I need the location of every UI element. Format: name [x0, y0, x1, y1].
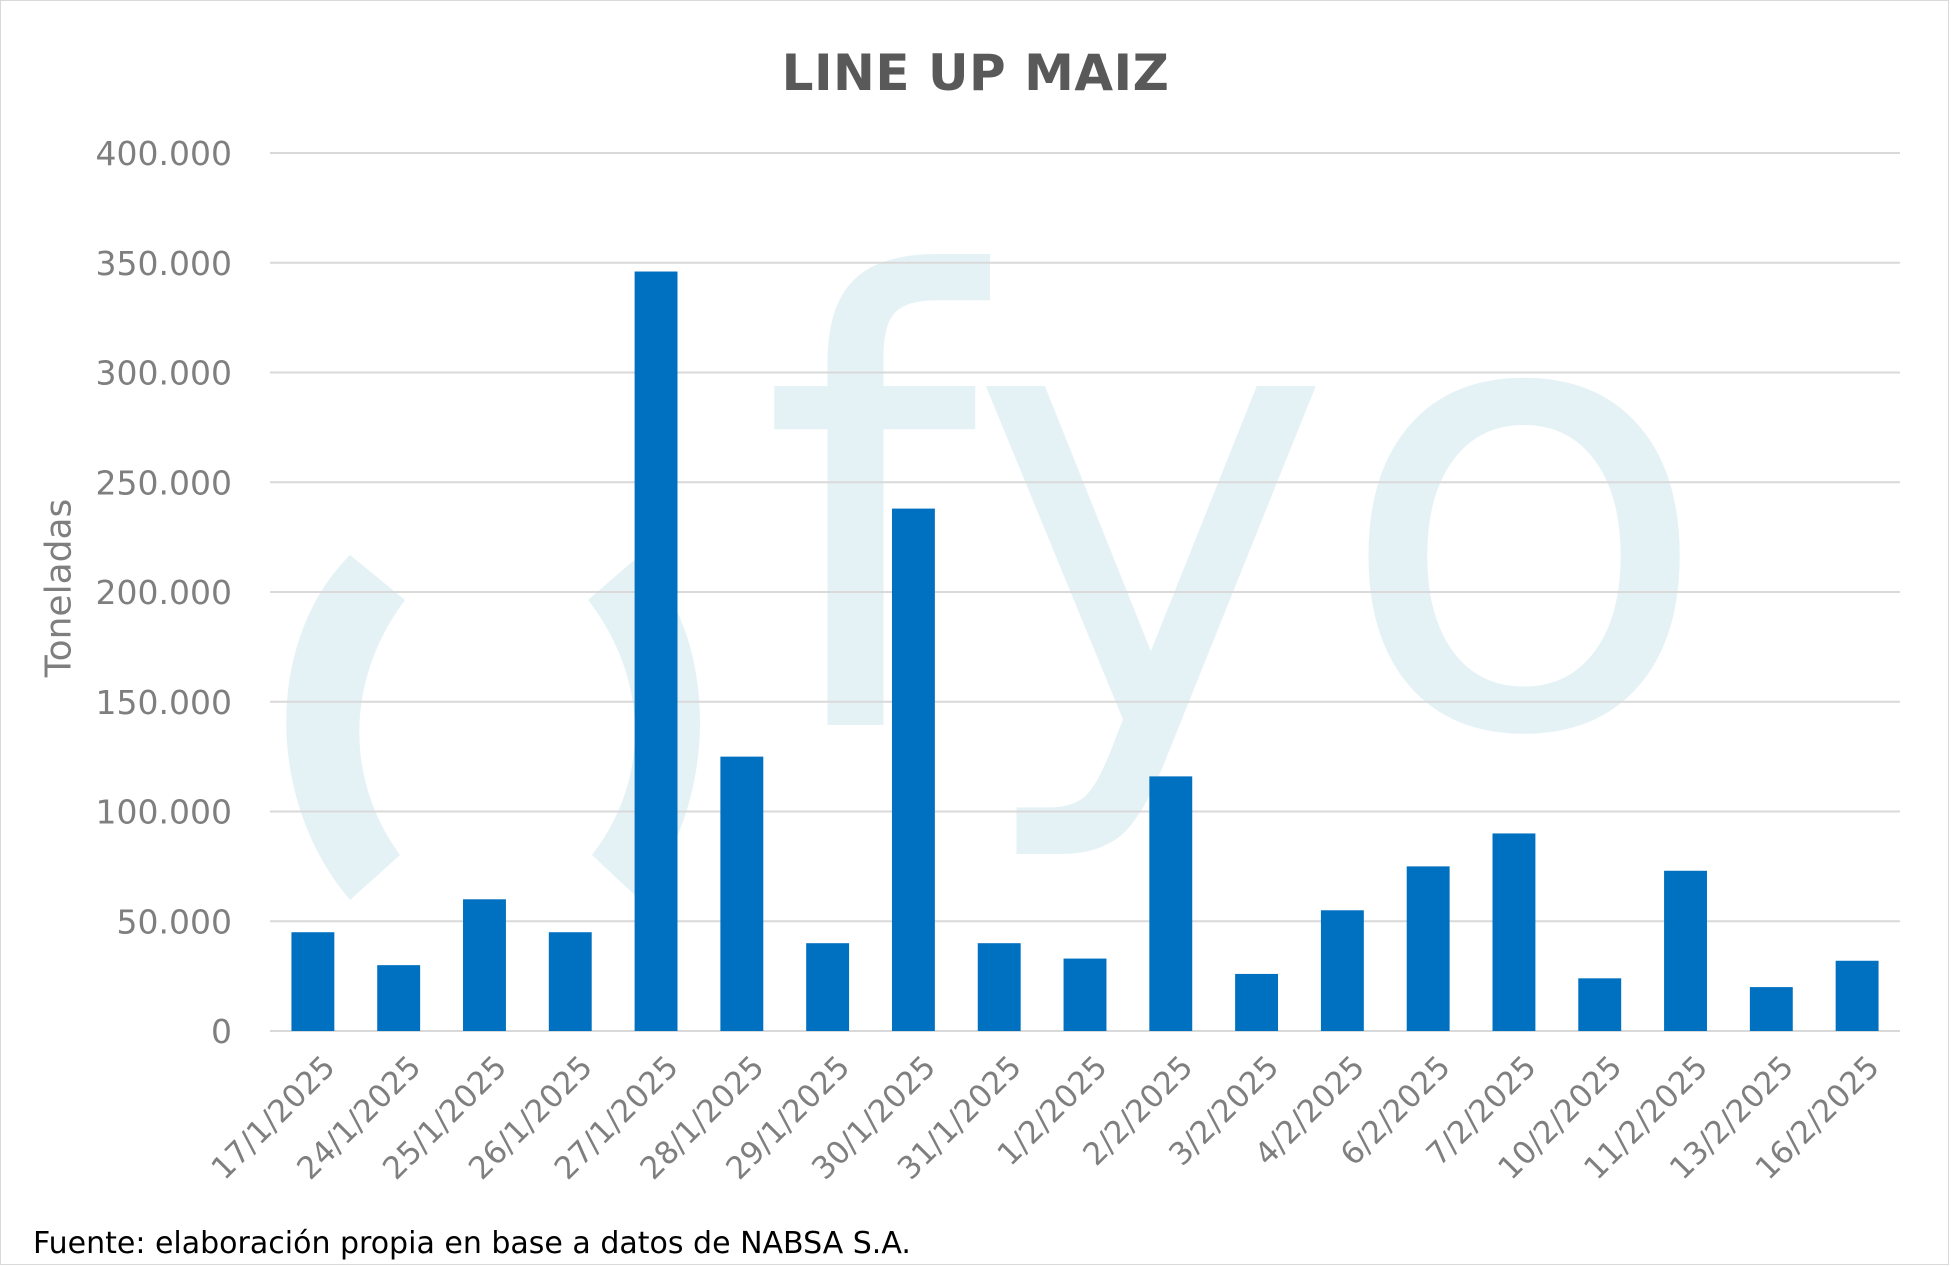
bar	[634, 271, 678, 1031]
y-tick-label: 200.000	[96, 573, 232, 612]
y-tick-labels: 0 50.000 100.000 150.000 200.000 250.000 300.0…	[96, 134, 232, 1051]
y-tick-label: 300.000	[96, 354, 232, 393]
y-axis-label: Toneladas	[38, 498, 80, 678]
bar	[377, 965, 421, 1031]
bar	[1320, 910, 1364, 1031]
x-tick-labels: 17/1/202524/1/202525/1/202526/1/202527/1…	[205, 1049, 1887, 1187]
y-tick-label: 400.000	[96, 134, 232, 173]
y-tick-label: 0	[211, 1012, 232, 1051]
source-footnote: Fuente: elaboración propia en base a dat…	[33, 1226, 911, 1261]
bar	[1406, 866, 1450, 1031]
bar	[463, 899, 506, 1031]
y-tick-label: 50.000	[117, 902, 232, 941]
bar	[806, 943, 850, 1031]
bar	[548, 932, 592, 1031]
bar	[1578, 978, 1622, 1031]
y-tick-label: 150.000	[96, 683, 232, 722]
bar	[1235, 973, 1279, 1031]
bar	[291, 932, 335, 1031]
bar	[1063, 958, 1107, 1031]
bar	[891, 508, 935, 1032]
bar	[1664, 870, 1707, 1031]
bar	[720, 756, 764, 1031]
bar	[1492, 833, 1536, 1031]
bar	[1749, 987, 1793, 1031]
y-tick-label: 250.000	[96, 463, 232, 502]
bar	[1835, 960, 1879, 1031]
bar	[1149, 776, 1193, 1031]
gridlines	[270, 152, 1900, 1032]
chart-title: LINE UP MAIZ	[781, 44, 1170, 102]
bar	[977, 943, 1021, 1031]
y-tick-label: 100.000	[96, 793, 232, 832]
y-tick-label: 350.000	[96, 244, 232, 283]
bars	[291, 271, 1879, 1032]
